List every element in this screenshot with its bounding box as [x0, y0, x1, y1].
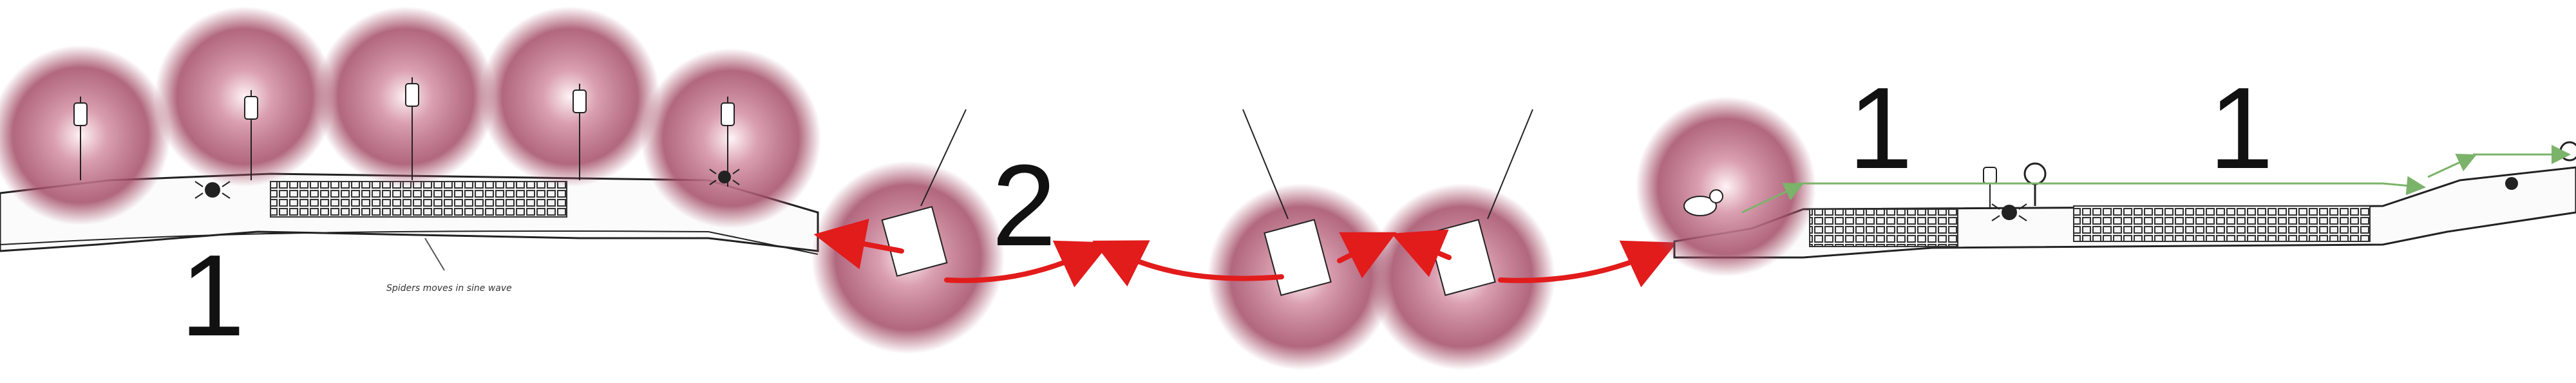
light-orb [1636, 97, 1816, 277]
step-label-right-first: 1 [1848, 64, 1913, 193]
transition-arrow [1391, 229, 1452, 277]
lantern-icon [73, 97, 88, 180]
player-path [1797, 176, 2426, 196]
annotation-text: Spiders moves in sine wave [386, 283, 512, 294]
lantern-icon [244, 90, 258, 180]
player-path [1741, 183, 1804, 214]
right-section [1636, 97, 2576, 277]
light-orb [155, 6, 335, 187]
hook-icon [2023, 162, 2047, 206]
spike-grate-icon [1809, 209, 1958, 247]
spider-icon [2505, 177, 2518, 190]
spike-grate-icon [2073, 205, 2371, 242]
transition-arrow [1337, 232, 1397, 279]
transition-arrow [1092, 240, 1284, 287]
step-label-left: 1 [180, 231, 245, 360]
step-label-right-second: 1 [2209, 64, 2274, 193]
spike-grate-icon [270, 181, 567, 218]
player-path [2427, 153, 2477, 178]
middle-section [811, 109, 1678, 370]
lantern-icon [405, 77, 419, 180]
spider-icon [194, 181, 231, 199]
player-character-icon [1683, 189, 1723, 216]
light-orb [480, 6, 660, 187]
transition-arrow [944, 240, 1111, 288]
cage-elevator-icon [881, 109, 967, 277]
hook-icon [2559, 141, 2576, 162]
light-orb [641, 48, 821, 229]
annotation-pointer [424, 238, 445, 271]
transition-arrow [813, 218, 904, 270]
transition-arrow [1498, 240, 1678, 288]
light-orb [0, 45, 171, 225]
spider-icon [709, 169, 740, 185]
left-section [0, 6, 821, 271]
lantern-icon [573, 84, 587, 180]
lantern-icon [1983, 167, 1997, 209]
step-label-middle: 2 [992, 141, 1057, 270]
spider-icon [1991, 203, 2027, 221]
